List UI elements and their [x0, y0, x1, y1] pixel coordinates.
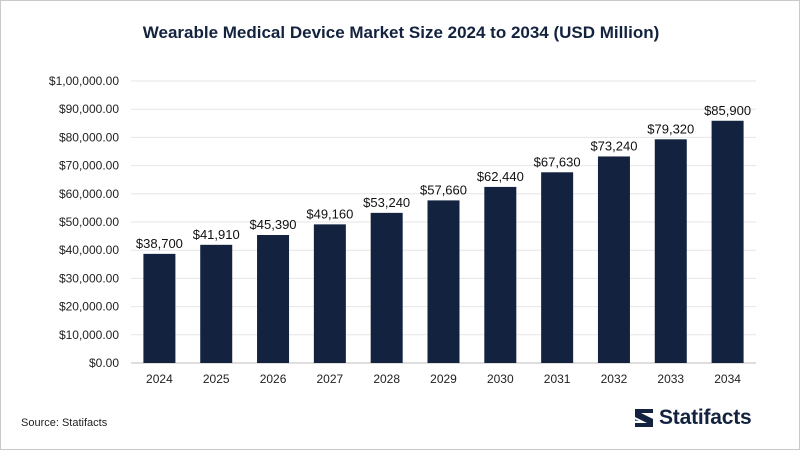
data-label: $85,900 — [704, 103, 751, 118]
y-tick-label: $1,00,000.00 — [49, 74, 119, 88]
x-tick-label: 2028 — [373, 372, 400, 386]
y-tick-label: $90,000.00 — [59, 102, 119, 116]
bar — [427, 200, 460, 363]
x-tick-label: 2031 — [544, 372, 571, 386]
x-tick-label: 2030 — [487, 372, 514, 386]
statifacts-logo-icon — [635, 409, 653, 427]
bar — [484, 186, 517, 363]
x-tick-label: 2032 — [601, 372, 628, 386]
bar — [143, 253, 176, 363]
x-tick-label: 2029 — [430, 372, 457, 386]
y-tick-label: $80,000.00 — [59, 130, 119, 144]
y-tick-label: $60,000.00 — [59, 187, 119, 201]
bar — [597, 156, 630, 363]
y-tick-label: $20,000.00 — [59, 300, 119, 314]
data-label: $49,160 — [306, 206, 353, 221]
data-label: $67,630 — [534, 154, 581, 169]
bar — [257, 235, 290, 363]
y-tick-label: $70,000.00 — [59, 159, 119, 173]
data-label: $45,390 — [250, 217, 297, 232]
y-tick-label: $30,000.00 — [59, 271, 119, 285]
bar — [370, 212, 403, 363]
brand-logo: Statifacts — [633, 406, 752, 430]
bar — [541, 172, 574, 363]
data-label: $62,440 — [477, 169, 524, 184]
data-label: $38,700 — [136, 236, 183, 251]
x-tick-label: 2025 — [203, 372, 230, 386]
brand-name: Statifacts — [659, 406, 752, 429]
data-label: $79,320 — [647, 121, 694, 136]
data-label: $53,240 — [363, 195, 410, 210]
y-tick-label: $40,000.00 — [59, 243, 119, 257]
x-tick-label: 2034 — [714, 372, 741, 386]
data-label: $73,240 — [590, 138, 637, 153]
y-tick-label: $10,000.00 — [59, 328, 119, 342]
bar — [200, 244, 233, 363]
x-tick-label: 2027 — [317, 372, 344, 386]
x-tick-label: 2033 — [657, 372, 684, 386]
y-tick-label: $50,000.00 — [59, 215, 119, 229]
bar — [654, 139, 687, 363]
y-tick-label: $0.00 — [89, 356, 119, 370]
data-label: $41,910 — [193, 227, 240, 242]
x-tick-label: 2026 — [260, 372, 287, 386]
chart-title: Wearable Medical Device Market Size 2024… — [142, 23, 660, 42]
bar — [313, 224, 346, 363]
source-note: Source: Statifacts — [21, 417, 108, 429]
data-label: $57,660 — [420, 182, 467, 197]
x-tick-label: 2024 — [146, 372, 173, 386]
bar — [711, 120, 744, 364]
